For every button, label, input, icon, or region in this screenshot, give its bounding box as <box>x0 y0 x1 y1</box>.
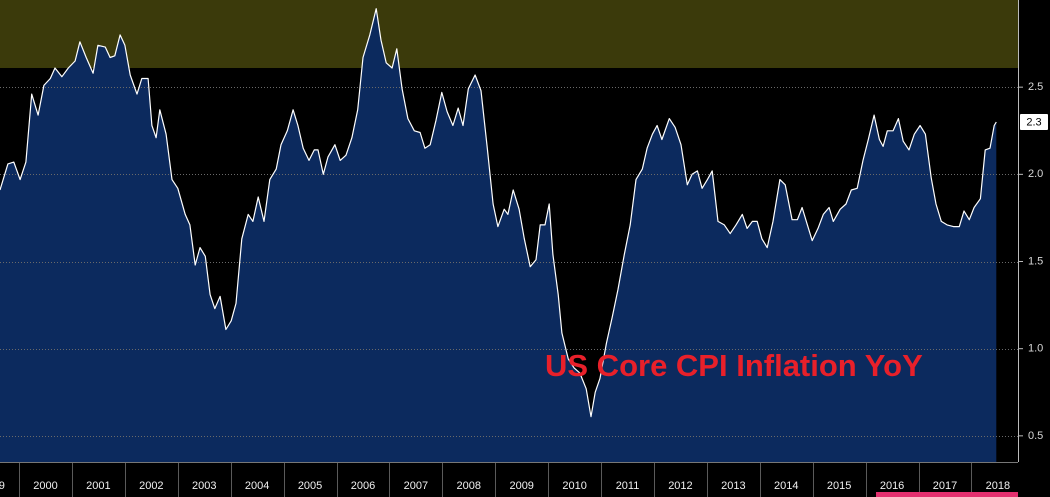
x-tick-label: 2016 <box>880 480 904 492</box>
area-fill <box>0 8 997 462</box>
x-tick-label: 2005 <box>298 480 322 492</box>
status-bar <box>876 492 1018 497</box>
x-tick-label: 2015 <box>827 480 851 492</box>
x-tick-label: 2003 <box>192 480 216 492</box>
last-value-tag <box>1020 114 1048 131</box>
x-tick-label: 2001 <box>86 480 110 492</box>
annotation: US Core CPI Inflation YoY <box>545 348 923 383</box>
line <box>0 8 997 418</box>
y-tick-label: 2.5 <box>1028 81 1043 93</box>
x-tick-label: 2014 <box>774 480 798 492</box>
x-tick-label: 2006 <box>351 480 375 492</box>
y-tick-label: 0.5 <box>1028 430 1043 442</box>
x-tick-label: 2008 <box>457 480 481 492</box>
last-value-label: 2.3 <box>1026 116 1041 128</box>
x-tick-label: 2012 <box>668 480 692 492</box>
y-tick-label: 1.0 <box>1028 343 1043 355</box>
threshold-band <box>0 0 1018 68</box>
x-tick-label: 2007 <box>404 480 428 492</box>
x-tick-label: 2004 <box>245 480 269 492</box>
x-tick-label: 2018 <box>986 480 1010 492</box>
x-tick-label: 2000 <box>33 480 57 492</box>
x-tick-label: 2011 <box>616 480 640 492</box>
x-tick-label: 2010 <box>562 480 586 492</box>
x-tick-label: 2009 <box>509 480 533 492</box>
x-tick-label: 2017 <box>933 480 957 492</box>
x-axis: 1999 2000 2001 2002 2003 2004 2005 2006 2007 2008… <box>0 462 1010 497</box>
y-tick-label: 2.0 <box>1028 168 1043 180</box>
plot-area <box>0 0 1018 462</box>
x-tick-label: 1999 <box>0 480 5 492</box>
y-axis: 0.5 1.0 1.5 2.0 2.5 2.3 <box>1018 81 1048 442</box>
y-tick-label: 1.5 <box>1028 255 1043 267</box>
x-tick-label: 2002 <box>139 480 163 492</box>
x-tick-label: 2013 <box>721 480 745 492</box>
